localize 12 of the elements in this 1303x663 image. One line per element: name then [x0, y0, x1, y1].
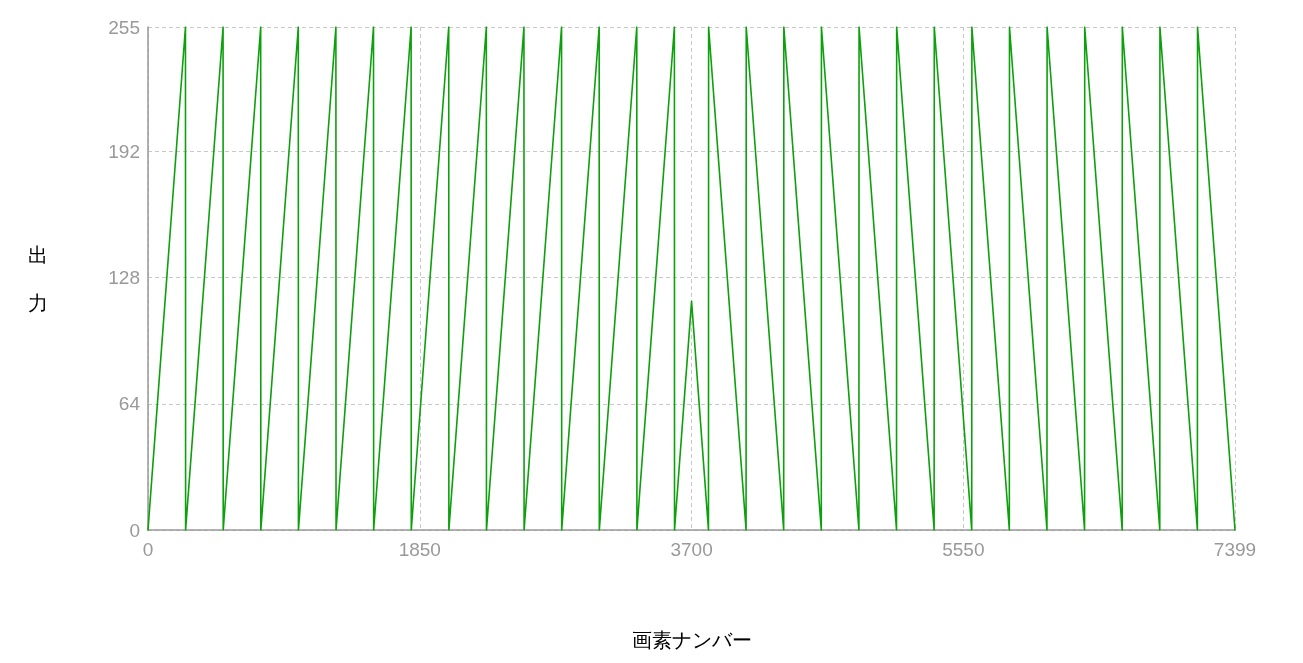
- y-tick-label: 0: [129, 519, 140, 541]
- x-tick-label: 5550: [942, 539, 985, 560]
- text: 出力: [28, 243, 48, 314]
- y-tick-label: 128: [108, 267, 140, 289]
- x-tick-label: 0: [142, 539, 154, 560]
- x-tick-label: 3700: [670, 539, 713, 560]
- x-tick-label: 1850: [398, 539, 441, 560]
- x-tick-label: 7399: [1213, 539, 1257, 560]
- y-tick-label: 64: [118, 393, 141, 415]
- y-tick-label: 255: [108, 16, 140, 38]
- y-tick-label: 192: [108, 140, 140, 162]
- x-axis-title: 画素ナンバー: [631, 629, 752, 651]
